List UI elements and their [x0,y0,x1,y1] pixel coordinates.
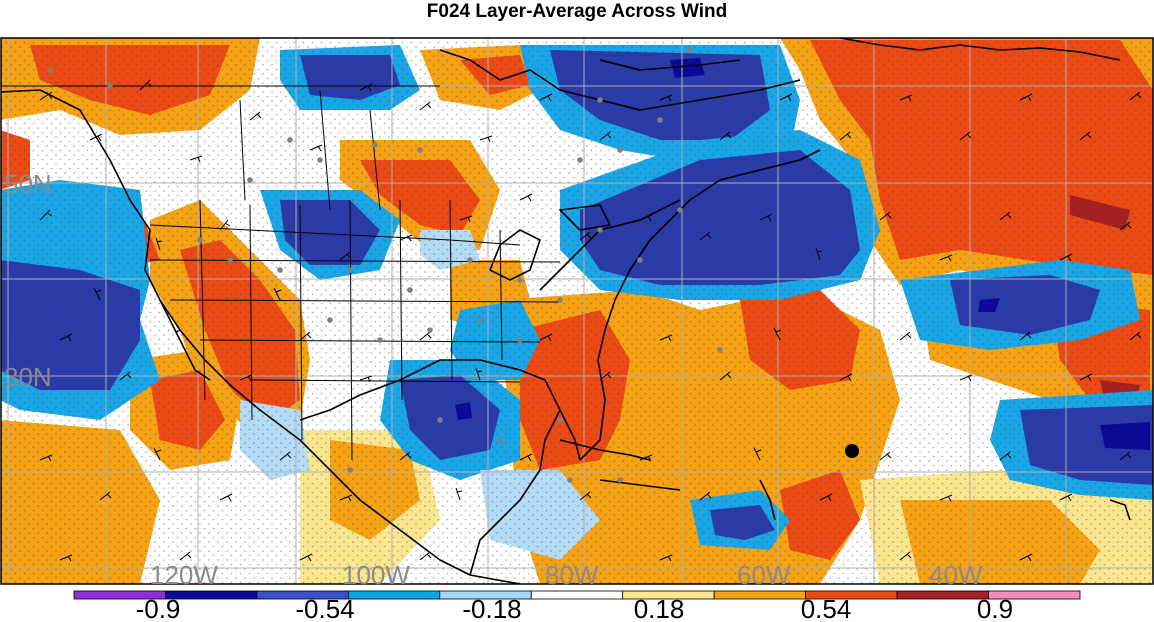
lon-label-40w: 40W [929,560,983,586]
colorbar-box-9 [896,590,989,600]
colorbar-label-0.18: 0.18 [634,594,685,622]
colorbar-box-7 [713,590,807,600]
colorbar-label-0.54: 0.54 [801,594,852,622]
coastlines [1,38,1131,584]
stippling-overlay [1,38,1153,584]
wind-barbs [39,79,1142,562]
colorbar-box-10 [988,590,1081,600]
map-panel: 50N 30N 120W 100W 80W 60W 40W [0,37,1154,586]
colorbar-box-5 [530,590,624,600]
station-dots [47,47,723,483]
lon-label-100w: 100W [342,560,410,586]
lon-label-80w: 80W [545,560,599,586]
colorbar-label-neg-0.54: -0.54 [295,594,354,622]
map-frame [0,37,1154,585]
colorbar-boxes [73,590,1081,600]
colorbar-label-0.9: 0.9 [977,594,1013,622]
colorbar: -0.9 -0.54 -0.18 0.18 0.54 0.9 [73,590,1081,622]
colorbar-label-neg-0.18: -0.18 [462,594,521,622]
political-borders [1,85,561,461]
lon-label-60w: 60W [737,560,791,586]
lat-label-30n: 30N [4,362,52,392]
highlight-point [845,444,859,458]
lat-label-50n: 50N [4,169,52,199]
map-title: F024 Layer-Average Across Wind [426,1,728,22]
colorbar-label-neg-0.9: -0.9 [136,594,181,622]
lon-label-120w: 120W [150,560,218,586]
colorbar-box-3 [347,590,441,600]
lat-lon-grid [1,38,1153,584]
